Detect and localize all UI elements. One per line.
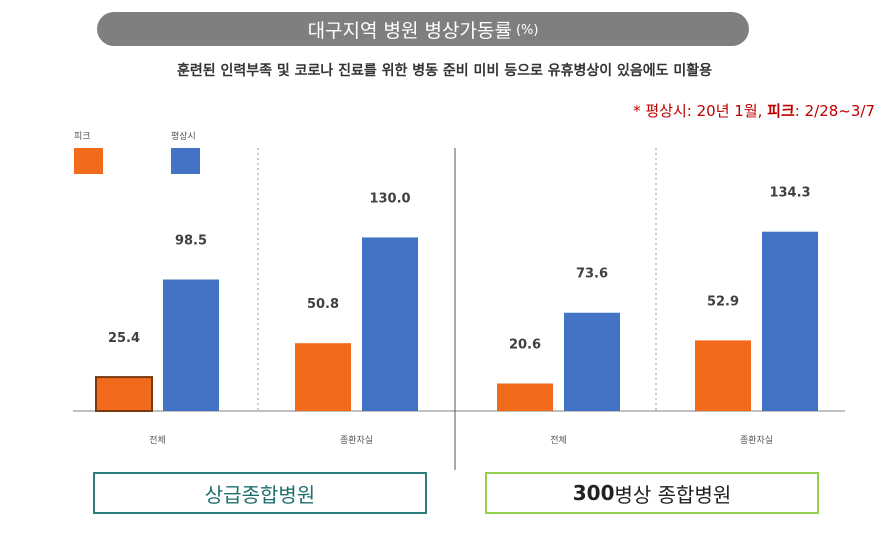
legend-swatch: [74, 148, 103, 174]
category-label: 전체: [550, 435, 567, 446]
bar: [163, 279, 219, 411]
data-label: 52.9: [707, 294, 739, 309]
bar: [497, 383, 553, 411]
bar: [362, 237, 418, 411]
title-banner: 대구지역 병원 병상가동률 (%): [97, 12, 749, 46]
chart-title: 대구지역 병원 병상가동률: [307, 19, 512, 42]
legend-label: 피크: [74, 131, 91, 142]
note-suffix: : 2/28~3/7: [794, 102, 875, 120]
bar: [564, 312, 620, 411]
data-label: 20.6: [509, 337, 541, 352]
period-note: * 평상시: 20년 1월, 피크: 2/28~3/7: [633, 100, 875, 121]
data-label: 134.3: [769, 186, 810, 201]
data-label: 50.8: [307, 297, 339, 312]
group-label-300-bed-hospital: 300 병상 종합병원: [485, 472, 819, 514]
data-label: 73.6: [576, 267, 608, 282]
note-bold: 피크: [767, 102, 795, 120]
group1-label: 상급종합병원: [204, 482, 316, 507]
legend-swatch: [171, 148, 200, 174]
bar: [695, 340, 751, 411]
category-label: 종환자실: [740, 434, 773, 446]
legend-label: 평상시: [171, 131, 196, 142]
bar: [762, 231, 818, 411]
chart-subtitle: 훈련된 인력부족 및 코로나 진료를 위한 병동 준비 미비 등으로 유휴병상이…: [176, 63, 713, 79]
group2-label-rest: 병상 종합병원: [614, 482, 732, 507]
group-label-tertiary-hospital: 상급종합병원: [93, 472, 427, 514]
note-prefix: * 평상시: 20년 1월,: [633, 102, 763, 120]
group2-label-bold: 300: [572, 481, 615, 505]
category-label: 종환자실: [340, 434, 373, 446]
data-label: 25.4: [108, 331, 140, 346]
category-label: 전체: [149, 435, 166, 446]
data-label: 98.5: [175, 234, 207, 249]
bar: [95, 376, 153, 413]
title-unit: (%): [515, 23, 539, 38]
bar: [295, 343, 351, 411]
data-label: 130.0: [369, 191, 410, 206]
